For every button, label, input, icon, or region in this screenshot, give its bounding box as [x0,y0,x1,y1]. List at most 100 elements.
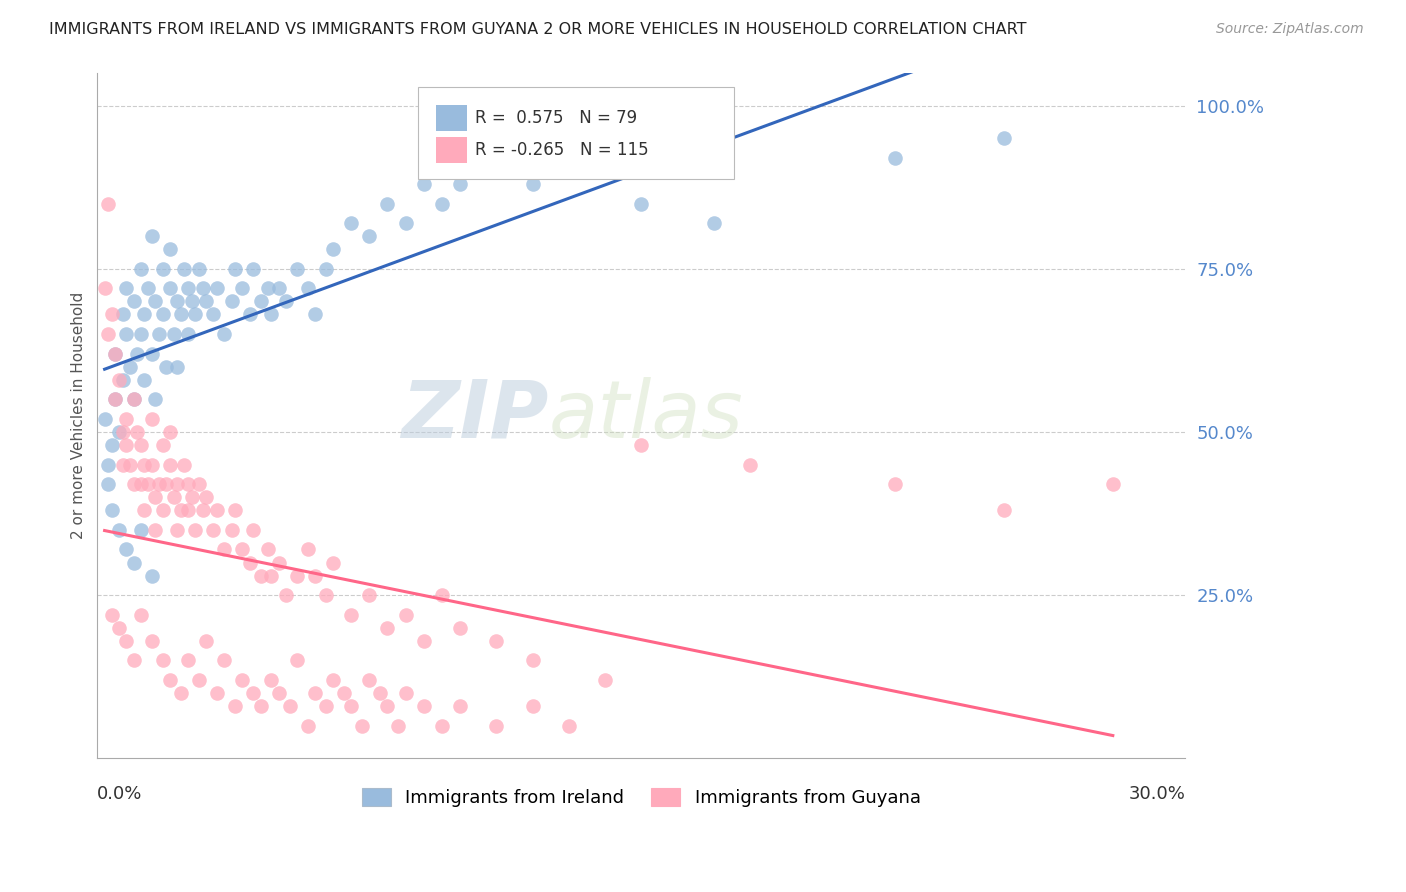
Point [205,503,228,517]
Point [394,607,416,622]
Point [260,568,283,582]
Point [359,673,381,687]
Point [239,556,262,570]
Point [191,503,214,517]
Point [267,686,290,700]
Point [115,542,138,557]
Point [274,294,297,309]
Point [449,177,471,191]
Point [522,653,544,667]
Point [297,542,319,557]
Point [430,196,453,211]
Point [394,216,416,230]
Point [184,308,207,322]
Point [111,425,134,439]
Point [430,719,453,733]
Point [136,477,159,491]
Point [97,477,120,491]
Point [256,542,278,557]
Point [304,308,326,322]
Point [242,261,264,276]
Point [177,281,200,295]
Point [333,686,356,700]
Point [115,633,138,648]
Point [231,542,253,557]
Point [145,392,167,407]
Legend: Immigrants from Ireland, Immigrants from Guyana: Immigrants from Ireland, Immigrants from… [354,780,928,814]
Point [108,425,131,439]
Point [322,556,344,570]
Point [127,425,149,439]
Point [412,699,434,714]
Point [359,588,381,602]
Point [249,568,271,582]
Point [177,477,200,491]
Point [352,719,374,733]
Point [285,568,308,582]
Point [104,346,127,360]
Point [122,556,145,570]
Point [115,327,138,342]
Point [104,392,127,407]
Point [129,477,152,491]
Point [159,458,181,472]
Point [166,294,188,309]
Point [224,699,246,714]
Point [148,477,170,491]
FancyBboxPatch shape [436,104,467,131]
Point [315,261,337,276]
Point [315,699,337,714]
Point [304,568,326,582]
Text: atlas: atlas [548,376,744,455]
Point [97,196,120,211]
Point [377,621,399,635]
Point [141,346,163,360]
Point [108,523,131,537]
Point [485,633,508,648]
Point [134,458,156,472]
Point [195,633,218,648]
Point [993,131,1015,145]
Point [191,281,214,295]
Point [394,686,416,700]
Point [141,412,163,426]
Point [177,653,200,667]
Point [387,719,409,733]
Point [177,327,200,342]
Point [173,261,195,276]
Point [224,261,246,276]
Point [173,458,195,472]
Point [148,327,170,342]
Point [180,490,202,504]
Text: R =  0.575   N = 79: R = 0.575 N = 79 [475,109,637,127]
Point [152,308,174,322]
Text: 0.0%: 0.0% [97,786,143,804]
Point [278,699,301,714]
Point [242,686,264,700]
Point [377,196,399,211]
Point [134,373,156,387]
Point [267,281,290,295]
Point [93,281,115,295]
Point [703,216,725,230]
Point [162,490,184,504]
Point [377,699,399,714]
Point [430,588,453,602]
Point [115,281,138,295]
Point [101,607,124,622]
Point [630,196,652,211]
Point [162,327,184,342]
Point [202,308,225,322]
Point [231,281,253,295]
Point [249,294,271,309]
Point [187,477,209,491]
Point [195,490,218,504]
Point [297,281,319,295]
Point [159,425,181,439]
Point [184,523,207,537]
Point [141,458,163,472]
Point [134,503,156,517]
Point [884,151,907,165]
Point [101,503,124,517]
Text: ZIP: ZIP [402,376,548,455]
